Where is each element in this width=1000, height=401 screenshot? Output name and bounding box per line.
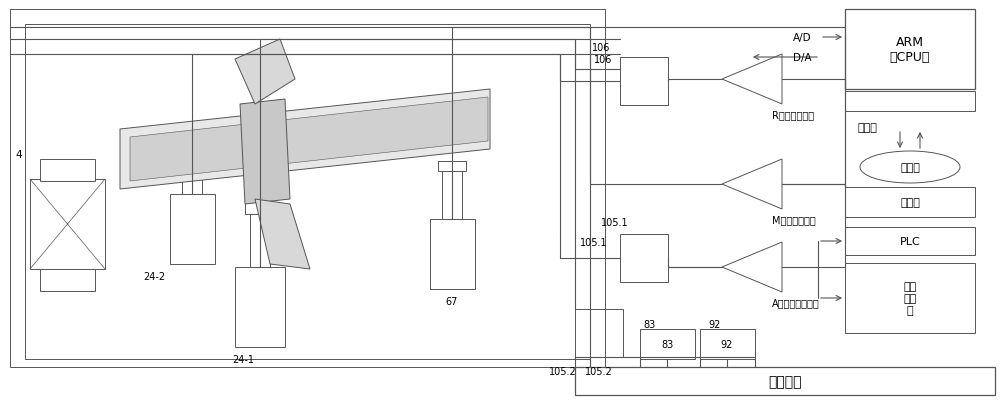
Text: 105.2: 105.2 — [549, 366, 577, 376]
Text: 24-2: 24-2 — [143, 271, 165, 281]
Bar — [845, 92, 975, 112]
Bar — [30, 180, 105, 269]
Bar — [170, 194, 215, 264]
Polygon shape — [722, 55, 782, 105]
Bar — [620, 235, 668, 282]
Bar — [40, 269, 95, 291]
Bar — [575, 367, 995, 395]
Bar — [700, 329, 755, 359]
Text: D/A: D/A — [793, 53, 812, 63]
Polygon shape — [722, 242, 782, 292]
Text: 92: 92 — [721, 339, 733, 349]
Bar — [430, 219, 475, 289]
Text: 105.1: 105.1 — [580, 237, 608, 247]
Text: 106: 106 — [592, 43, 610, 53]
Polygon shape — [722, 160, 782, 209]
Bar — [442, 170, 462, 219]
Text: 105.2: 105.2 — [585, 366, 613, 376]
Text: 电机
启动
器: 电机 启动 器 — [903, 282, 917, 315]
Text: M通道加载控制: M通道加载控制 — [772, 215, 816, 225]
Bar — [25, 25, 590, 359]
Polygon shape — [240, 100, 290, 205]
Text: 106: 106 — [594, 55, 612, 65]
Text: 67: 67 — [446, 296, 458, 306]
Bar — [10, 10, 605, 367]
Bar — [845, 263, 975, 333]
Text: PLC: PLC — [900, 237, 920, 246]
Polygon shape — [120, 90, 490, 190]
Text: 83: 83 — [661, 339, 673, 349]
Bar — [575, 309, 623, 357]
Bar — [438, 162, 466, 172]
Text: 计算机: 计算机 — [900, 162, 920, 172]
Bar — [640, 329, 695, 359]
Polygon shape — [130, 98, 488, 182]
Text: 24-1: 24-1 — [232, 354, 254, 364]
Text: 操纵台: 操纵台 — [900, 198, 920, 207]
Polygon shape — [235, 40, 295, 105]
Text: 加载油筱: 加载油筱 — [768, 374, 802, 388]
Ellipse shape — [860, 152, 960, 184]
Bar — [182, 145, 202, 194]
Text: 92: 92 — [709, 319, 721, 329]
Bar — [40, 160, 95, 182]
Bar — [178, 137, 206, 147]
Text: ARM
（CPU）: ARM （CPU） — [890, 36, 930, 64]
Bar — [845, 10, 975, 90]
Bar — [250, 213, 270, 267]
Text: R通道加载控制: R通道加载控制 — [772, 110, 814, 120]
Text: A/D: A/D — [793, 33, 812, 43]
Text: 105.1: 105.1 — [601, 217, 629, 227]
Bar — [845, 188, 975, 217]
Text: A通道加载控制．: A通道加载控制． — [772, 297, 820, 307]
Bar — [845, 227, 975, 255]
Text: 以太网: 以太网 — [858, 123, 878, 133]
Text: 83: 83 — [644, 319, 656, 329]
Bar — [245, 203, 275, 215]
Polygon shape — [255, 200, 310, 269]
Bar — [235, 267, 285, 347]
Bar — [620, 58, 668, 106]
Text: 4: 4 — [15, 150, 22, 160]
